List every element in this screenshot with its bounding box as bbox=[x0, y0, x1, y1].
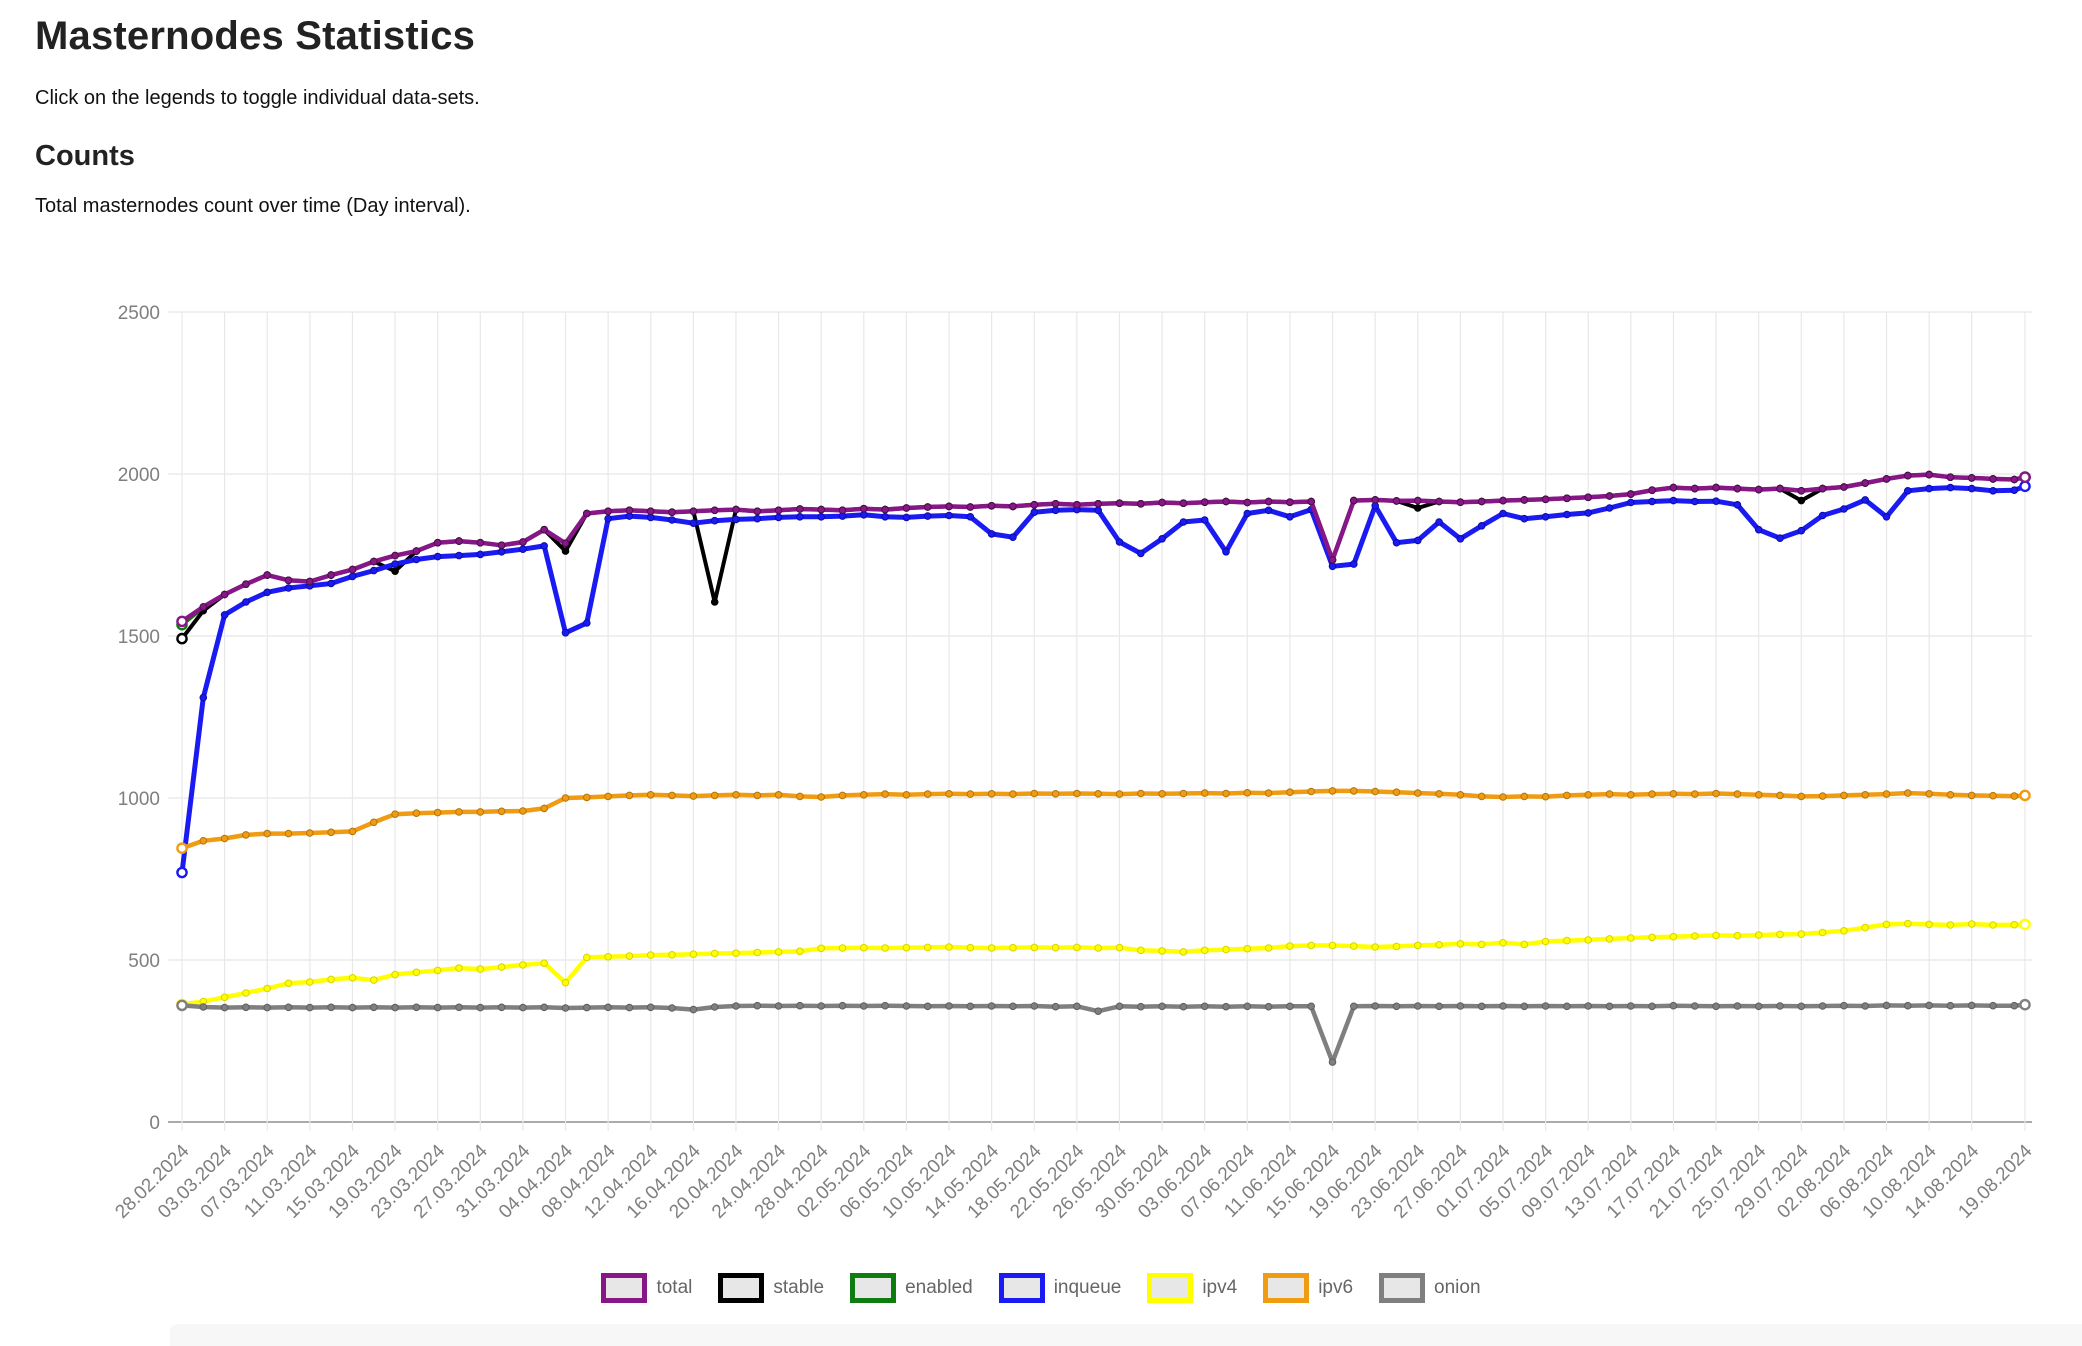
legend-label: onion bbox=[1434, 1277, 1481, 1298]
section-description: Total masternodes count over time (Day i… bbox=[35, 195, 471, 217]
legend-item-inqueue[interactable]: inqueue bbox=[998, 1273, 1122, 1303]
chart-legend: total stable enabled inqueue ipv4 ipv6 onion bbox=[0, 1273, 2082, 1303]
svg-text:500: 500 bbox=[128, 951, 160, 972]
svg-text:2500: 2500 bbox=[118, 303, 160, 324]
page-title: Masternodes Statistics bbox=[35, 14, 476, 58]
enabled-legend-swatch bbox=[850, 1273, 897, 1303]
ipv6-legend-swatch bbox=[1263, 1273, 1310, 1303]
legend-label: enabled bbox=[905, 1277, 973, 1298]
legend-label: ipv6 bbox=[1318, 1277, 1354, 1298]
page-subtitle: Click on the legends to toggle individua… bbox=[35, 87, 480, 109]
legend-label: ipv4 bbox=[1202, 1277, 1238, 1298]
legend-item-ipv6[interactable]: ipv6 bbox=[1263, 1273, 1353, 1303]
legend-label: stable bbox=[773, 1277, 825, 1298]
stable-legend-swatch bbox=[718, 1273, 765, 1303]
inqueue-legend-swatch bbox=[998, 1273, 1045, 1303]
legend-label: inqueue bbox=[1053, 1277, 1122, 1298]
svg-text:0: 0 bbox=[149, 1113, 160, 1134]
legend-label: total bbox=[656, 1277, 693, 1298]
onion-legend-swatch bbox=[1379, 1273, 1426, 1303]
ipv4-legend-swatch bbox=[1147, 1273, 1194, 1303]
total-legend-swatch bbox=[601, 1273, 648, 1303]
legend-item-ipv4[interactable]: ipv4 bbox=[1147, 1273, 1237, 1303]
masternodes-count-chart: 0 500 1000 1500 2000 2500 28.02.2024 03.03.2024… bbox=[0, 232, 2082, 1247]
svg-text:2000: 2000 bbox=[118, 465, 160, 486]
legend-item-onion[interactable]: onion bbox=[1379, 1273, 1481, 1303]
legend-item-total[interactable]: total bbox=[601, 1273, 692, 1303]
chart-canvas: 0500100015002000250028.02.202403.03.2024… bbox=[111, 303, 2036, 1223]
svg-text:1500: 1500 bbox=[118, 627, 160, 648]
next-section-edge bbox=[170, 1324, 2082, 1346]
legend-item-stable[interactable]: stable bbox=[718, 1273, 824, 1303]
legend-item-enabled[interactable]: enabled bbox=[850, 1273, 973, 1303]
svg-text:1000: 1000 bbox=[118, 789, 160, 810]
section-heading-counts: Counts bbox=[35, 140, 135, 172]
